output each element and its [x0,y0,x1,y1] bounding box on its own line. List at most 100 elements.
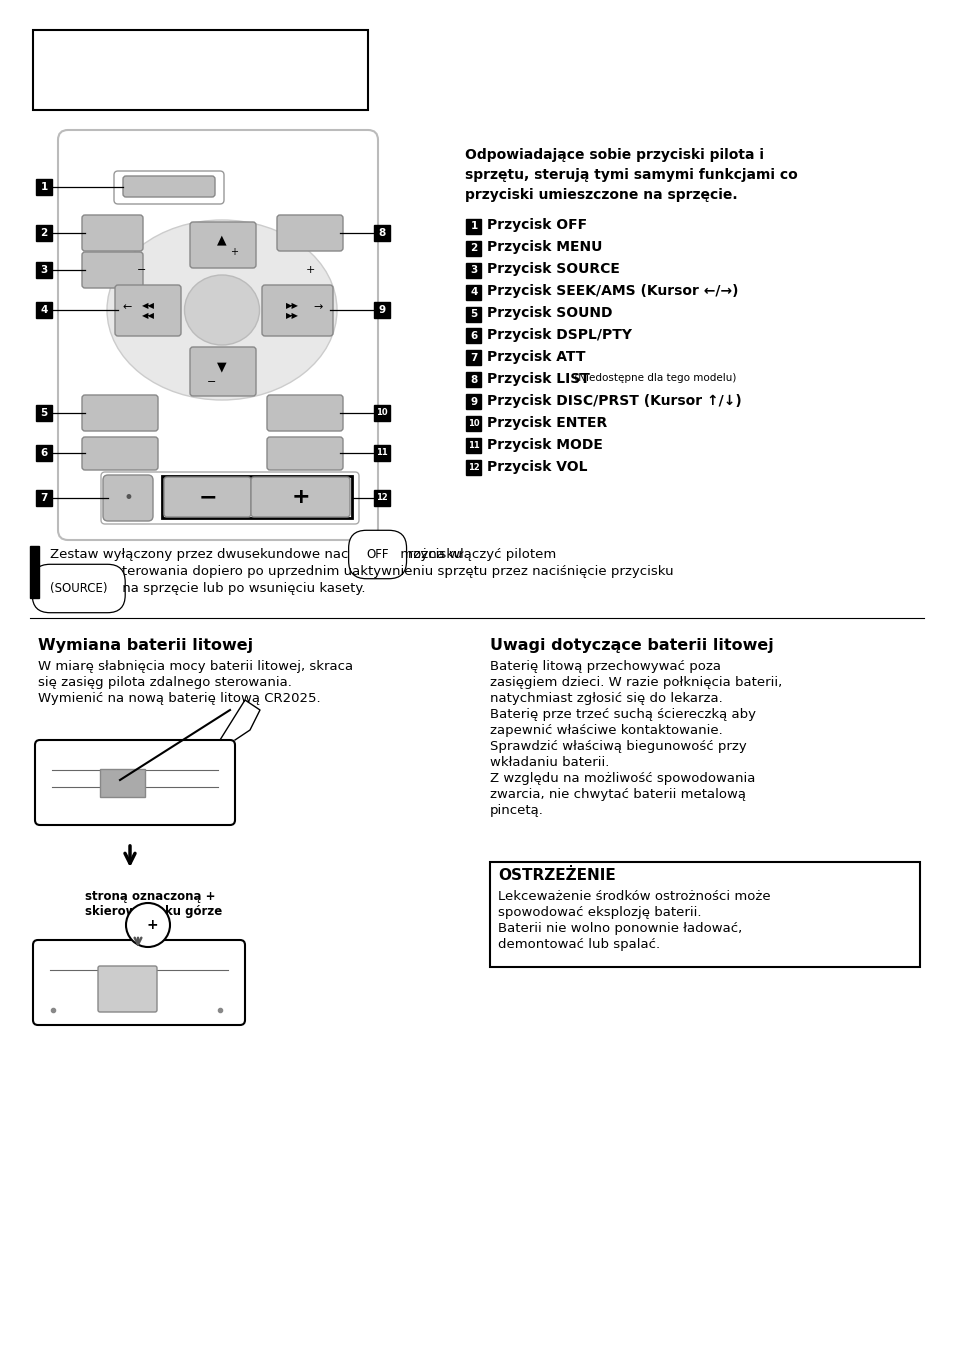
Text: 1: 1 [40,183,48,192]
Text: 12: 12 [375,493,388,503]
Bar [36,301,52,318]
FancyBboxPatch shape [251,477,350,516]
Text: pincetą.: pincetą. [490,804,543,817]
Text: natychmiast zgłosić się do lekarza.: natychmiast zgłosić się do lekarza. [490,692,722,704]
Text: +: + [230,247,237,257]
Bar [490,863,919,967]
Bar [466,395,481,410]
Text: zapewnić właściwe kontaktowanie.: zapewnić właściwe kontaktowanie. [490,725,722,737]
Bar [466,373,481,388]
Text: 8: 8 [470,375,477,385]
Text: Przycisk LIST: Przycisk LIST [486,372,589,387]
Text: 7: 7 [40,493,48,503]
FancyBboxPatch shape [262,285,333,337]
Ellipse shape [107,220,336,400]
Text: Przycisk DISC/PRST (Kursor ↑/↓): Przycisk DISC/PRST (Kursor ↑/↓) [486,393,741,408]
Text: się zasięg pilota zdalnego sterowania.: się zasięg pilota zdalnego sterowania. [38,676,292,690]
Text: −: − [198,487,216,507]
FancyBboxPatch shape [113,170,224,204]
Text: ◀◀
◀◀: ◀◀ ◀◀ [141,300,154,320]
Text: (Niedostępne dla tego modelu): (Niedostępne dla tego modelu) [571,373,736,383]
Text: •: • [123,489,132,507]
Text: sprzętu, sterują tymi samymi funkcjami co: sprzętu, sterują tymi samymi funkcjami c… [464,168,797,183]
Text: Przycisk VOL: Przycisk VOL [486,460,587,475]
Text: Sprawdzić właściwą biegunowość przy: Sprawdzić właściwą biegunowość przy [490,740,746,753]
Bar [374,445,390,461]
Bar [466,262,481,277]
Text: +: + [146,918,157,932]
Text: zwarcia, nie chwytać baterii metalową: zwarcia, nie chwytać baterii metalową [490,788,745,800]
FancyBboxPatch shape [58,130,377,539]
Text: Baterię prze trzeć suchą ściereczką aby: Baterię prze trzeć suchą ściereczką aby [490,708,755,721]
Text: Przycisk SOUND: Przycisk SOUND [486,306,612,320]
Bar [374,301,390,318]
FancyBboxPatch shape [103,475,152,521]
FancyBboxPatch shape [267,395,343,431]
Text: OFF: OFF [366,548,389,561]
FancyBboxPatch shape [35,740,234,825]
Bar [30,546,39,598]
Text: 11: 11 [375,449,388,457]
Text: zasięgiem dzieci. W razie połknięcia baterii,: zasięgiem dzieci. W razie połknięcia bat… [490,676,781,690]
Text: 2: 2 [40,228,48,238]
Text: 5: 5 [470,310,477,319]
Bar [466,307,481,322]
Text: Przycisk OFF: Przycisk OFF [486,218,586,233]
Text: 11: 11 [468,442,479,450]
Text: Odpowiadające sobie przyciski pilota i: Odpowiadające sobie przyciski pilota i [464,147,763,162]
Text: 12: 12 [468,464,479,472]
Text: 3: 3 [40,265,48,274]
FancyBboxPatch shape [276,215,343,251]
FancyBboxPatch shape [190,347,255,396]
FancyBboxPatch shape [115,285,181,337]
Bar [36,445,52,461]
Text: Wymiana baterii litowej: Wymiana baterii litowej [38,638,253,653]
Bar [36,262,52,279]
Text: Lekceważenie środków ostrożności może: Lekceważenie środków ostrożności może [497,890,770,903]
Text: Baterii nie wolno ponownie ładować,: Baterii nie wolno ponownie ładować, [497,922,741,936]
Text: −: − [207,377,216,387]
FancyBboxPatch shape [123,176,214,197]
Circle shape [126,903,170,946]
Text: Przycisk DSPL/PTY: Przycisk DSPL/PTY [486,329,631,342]
Text: 5: 5 [40,408,48,418]
Bar [36,224,52,241]
FancyBboxPatch shape [164,477,251,516]
Text: OSTRZEŻENIE: OSTRZEŻENIE [497,868,615,883]
Text: zdalnego sterowania dopiero po uprzednim uaktywnieniu sprzętu przez naciśnięcie : zdalnego sterowania dopiero po uprzednim… [50,565,673,579]
Bar [466,241,481,256]
Text: ▼: ▼ [217,361,227,373]
Text: 7: 7 [470,353,477,362]
Text: 9: 9 [470,397,477,407]
Text: Z względu na możliwość spowodowania: Z względu na możliwość spowodowania [490,772,755,786]
Bar [466,416,481,431]
Text: Uwagi dotyczące baterii litowej: Uwagi dotyczące baterii litowej [490,638,773,653]
Text: stroną oznaczoną +: stroną oznaczoną + [85,890,215,903]
Text: Zestaw wyłączony przez dwusekundowe naciskanie przycisku: Zestaw wyłączony przez dwusekundowe naci… [50,548,466,561]
Bar [466,284,481,300]
Text: →: → [314,303,323,312]
Text: 3: 3 [470,265,477,274]
Text: 4: 4 [40,306,48,315]
Ellipse shape [184,274,259,345]
Text: Baterię litową przechowywać poza: Baterię litową przechowywać poza [490,660,720,673]
FancyBboxPatch shape [267,437,343,470]
FancyBboxPatch shape [33,940,245,1025]
FancyBboxPatch shape [82,437,158,470]
Text: na sprzęcie lub po wsunięciu kasety.: na sprzęcie lub po wsunięciu kasety. [118,581,365,595]
Text: 2: 2 [470,243,477,253]
Text: 10: 10 [468,419,479,429]
Bar [466,219,481,234]
Text: wkładaniu baterii.: wkładaniu baterii. [490,756,609,769]
Text: 6: 6 [470,331,477,341]
Bar [466,350,481,365]
Text: Wymienić na nową baterię litową CR2025.: Wymienić na nową baterię litową CR2025. [38,692,320,704]
Bar [162,476,352,518]
Bar [466,329,481,343]
Bar [36,489,52,506]
FancyBboxPatch shape [101,472,358,525]
Bar [374,224,390,241]
Text: +: + [291,487,310,507]
Text: można włączyć pilotem: można włączyć pilotem [395,548,556,561]
Text: Przycisk ENTER: Przycisk ENTER [486,416,607,430]
